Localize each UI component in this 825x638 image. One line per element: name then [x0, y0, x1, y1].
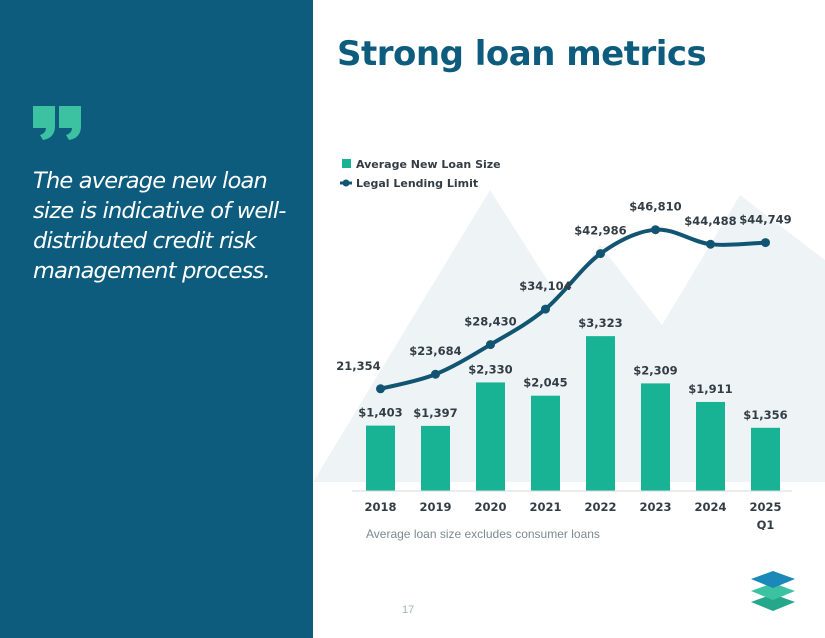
footnote: Average loan size excludes consumer loan…: [366, 527, 600, 541]
x-tick-2018: 2018: [364, 500, 396, 514]
bar-2023: [641, 383, 670, 491]
bar-2019: [421, 425, 450, 491]
x-tick-2024: 2024: [694, 500, 726, 514]
x-tick-2023: 2023: [639, 500, 671, 514]
line-point-2022: [596, 249, 605, 259]
loan-metrics-chart: $1,403 $1,397 $2,330 $2,045 $3,323 $2,309 $1,9…: [313, 158, 825, 530]
legend-label-bar: Average New Loan Size: [356, 158, 501, 171]
x-tick-2020: 2020: [474, 500, 506, 514]
bar-2025: [751, 427, 780, 491]
line-point-2020: [486, 340, 495, 350]
line-point-2023: [651, 225, 660, 235]
quote-mark-icon: [33, 106, 81, 140]
bar-label-2023: $2,309: [633, 363, 677, 377]
bar-label-2021: $2,045: [523, 376, 567, 390]
x-tick-sublabel-2025: Q1: [757, 518, 775, 530]
line-point-2018: [376, 384, 385, 394]
line-point-2021: [541, 304, 550, 314]
bar-2018: [366, 425, 395, 491]
legend: Average New Loan Size Legal Lending Limi…: [340, 158, 501, 190]
bar-2024: [696, 401, 725, 491]
line-label-2019: $23,684: [409, 344, 461, 358]
left-panel: The average new loan size is indicative …: [0, 0, 313, 638]
bar-2021: [531, 395, 560, 491]
bar-2020: [476, 382, 505, 491]
line-label-2025: $44,749: [739, 213, 791, 227]
bar-2022: [586, 336, 615, 491]
bar-label-2024: $1,911: [688, 382, 732, 396]
legal-lending-limit-line: [378, 227, 768, 391]
bar-label-2018: $1,403: [358, 406, 402, 420]
bar-label-2022: $3,323: [578, 316, 622, 330]
x-tick-2021: 2021: [529, 500, 561, 514]
line-label-2022: $42,986: [574, 224, 626, 238]
line-label-2020: $28,430: [464, 315, 516, 329]
page-title: Strong loan metrics: [337, 34, 707, 74]
bar-label-2020: $2,330: [468, 362, 512, 376]
x-tick-2025: 2025: [749, 500, 781, 514]
bar-label-2025: $1,356: [743, 408, 787, 422]
line-point-2025: [761, 238, 770, 248]
legend-line-marker: [342, 179, 350, 187]
line-label-2023: $46,810: [629, 200, 681, 214]
x-tick-2022: 2022: [584, 500, 616, 514]
line-label-2018: 21,354: [336, 359, 380, 373]
x-tick-2019: 2019: [419, 500, 451, 514]
line-point-2019: [431, 369, 440, 379]
legend-bar-swatch: [342, 159, 351, 168]
line-label-2021: $34,104: [519, 279, 571, 293]
stacked-layers-logo-icon: [751, 571, 795, 611]
bar-label-2019: $1,397: [413, 406, 457, 420]
legend-label-line: Legal Lending Limit: [356, 177, 478, 190]
line-point-2024: [706, 239, 715, 249]
quote-text: The average new loan size is indicative …: [33, 168, 286, 284]
line-label-2024: $44,488: [684, 214, 736, 228]
page-number: 17: [402, 604, 415, 616]
